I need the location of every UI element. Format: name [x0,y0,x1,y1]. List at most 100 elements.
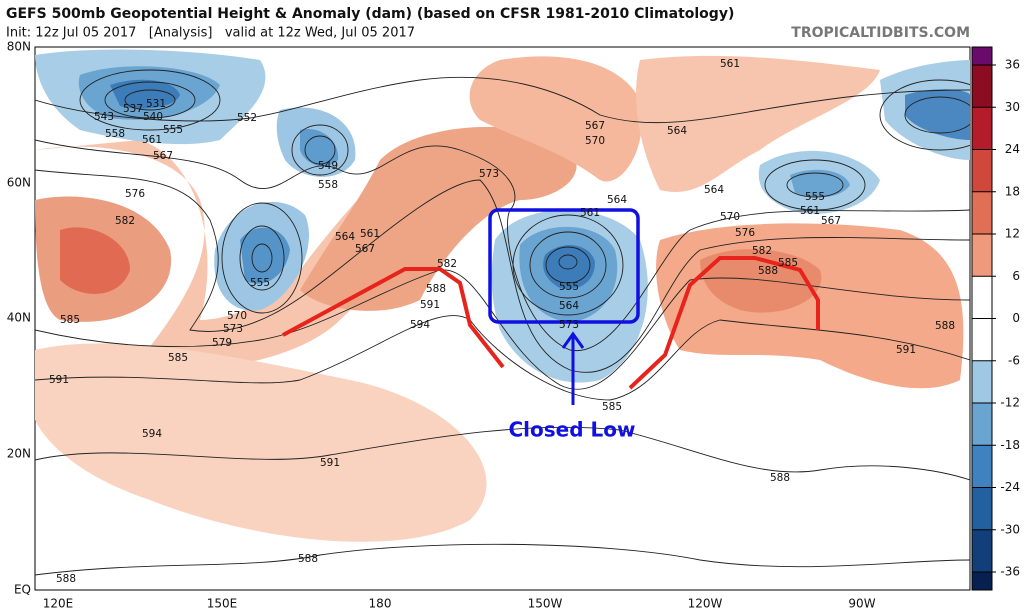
closed-low-box [488,208,640,324]
contour-label: 591 [320,457,340,469]
lon-label: 150W [528,597,563,611]
contour-label: 540 [143,111,163,123]
colorbar-label: 0 [1012,311,1020,325]
colorbar-band [972,149,992,193]
annotation: Closed Low [509,418,636,442]
contour-label: 567 [821,215,841,227]
contour-label: 537 [123,103,143,115]
colorbar-band [972,65,992,108]
contour-label: 555 [559,281,579,293]
lon-label: 150E [207,597,238,611]
colorbar-band [972,234,992,277]
contour-label: 588 [298,553,318,565]
contour-label: 564 [607,194,627,206]
contour-label: 588 [426,283,446,295]
contour-label: 573 [223,323,243,335]
lat-label: 60N [7,176,31,190]
colorbar-label: 24 [1005,142,1020,156]
contour-label: 567 [585,120,605,132]
contour-label: 552 [237,112,257,124]
colorbar-label: -36 [1000,565,1020,579]
contour-label: 561 [720,58,740,70]
contour-label: 585 [168,352,188,364]
colorbar-label: 36 [1005,58,1020,72]
colorbar-band [972,403,992,446]
subtitle: Init: 12z Jul 05 2017 [Analysis] valid a… [6,26,415,41]
contour-label: 591 [49,374,69,386]
lat-label: 20N [7,447,31,461]
contour-label: 555 [163,124,183,136]
colorbar-band [972,47,992,66]
contour-label: 564 [667,125,687,137]
contour-label: 585 [778,257,798,269]
lon-label: 120E [43,597,74,611]
contour-label: 573 [479,168,499,180]
colorbar-band [972,445,992,488]
lat-label: 40N [7,311,31,325]
contour-label: 582 [752,245,772,257]
colorbar-label: 12 [1005,227,1020,241]
colorbar-band [972,360,992,404]
contour-label: 588 [935,320,955,332]
contour-label: 579 [212,337,232,349]
contour-label: 567 [153,150,173,162]
contour-label: 561 [800,205,820,217]
colorbar-label: -18 [1000,438,1020,452]
contour-label: 594 [142,428,162,440]
contour-label: 543 [94,111,114,123]
lat-label: 80N [7,40,31,54]
lon-label: 120W [688,597,723,611]
colorbar-label: -24 [1000,480,1020,494]
colorbar-label: 6 [1012,269,1020,283]
contour-label: 570 [720,211,740,223]
colorbar-band [972,487,992,531]
source: TROPICALTIDBITS.COM [791,25,970,41]
contour-label: 576 [125,188,145,200]
contour-label: 576 [735,227,755,239]
map: Closed Low [34,46,971,591]
contour-label: 588 [758,265,778,277]
contour-label: 561 [580,207,600,219]
contour-label: 549 [318,160,338,172]
title: GEFS 500mb Geopotential Height & Anomaly… [6,6,734,22]
anomaly-fill [35,49,970,542]
colorbar-label: 30 [1005,100,1020,114]
colorbar-band [972,318,992,362]
contour-label: 570 [585,135,605,147]
contour-label: 570 [227,310,247,322]
contour-label: 561 [360,228,380,240]
contour-label: 588 [56,573,76,585]
colorbar-band [972,276,992,319]
contour-label: 564 [335,231,355,243]
colorbar-band [972,529,992,573]
lon-label: 90W [848,597,875,611]
contour-label: 573 [559,319,579,331]
contour-label: 561 [142,134,162,146]
colorbar-label: 18 [1005,184,1020,198]
contour-label: 585 [602,401,622,413]
contour-label: 558 [105,128,125,140]
colorbar: 36 30 24 18 12 6 0 -6 -12 -18 -24 -30 -36 [971,46,1020,591]
contour-label: 594 [410,319,430,331]
ridge-lines [282,256,820,390]
annotation-arrow [561,331,585,405]
contour-label: 588 [770,472,790,484]
contour-label: 564 [559,300,579,312]
contour-label: 582 [115,215,135,227]
contour-label: 567 [355,243,375,255]
lon-label: 180 [369,597,392,611]
colorbar-band [972,572,992,591]
colorbar-band [972,107,992,150]
contour-label: 591 [896,344,916,356]
height-contours [35,69,970,576]
contour-label: 582 [437,258,457,270]
colorbar-label: -12 [1000,396,1020,410]
colorbar-band [972,191,992,235]
contour-label: 591 [420,299,440,311]
contour-label: 555 [805,191,825,203]
colorbar-label: -6 [1008,353,1020,367]
lat-label: EQ [14,583,31,597]
contour-label: 564 [704,184,724,196]
